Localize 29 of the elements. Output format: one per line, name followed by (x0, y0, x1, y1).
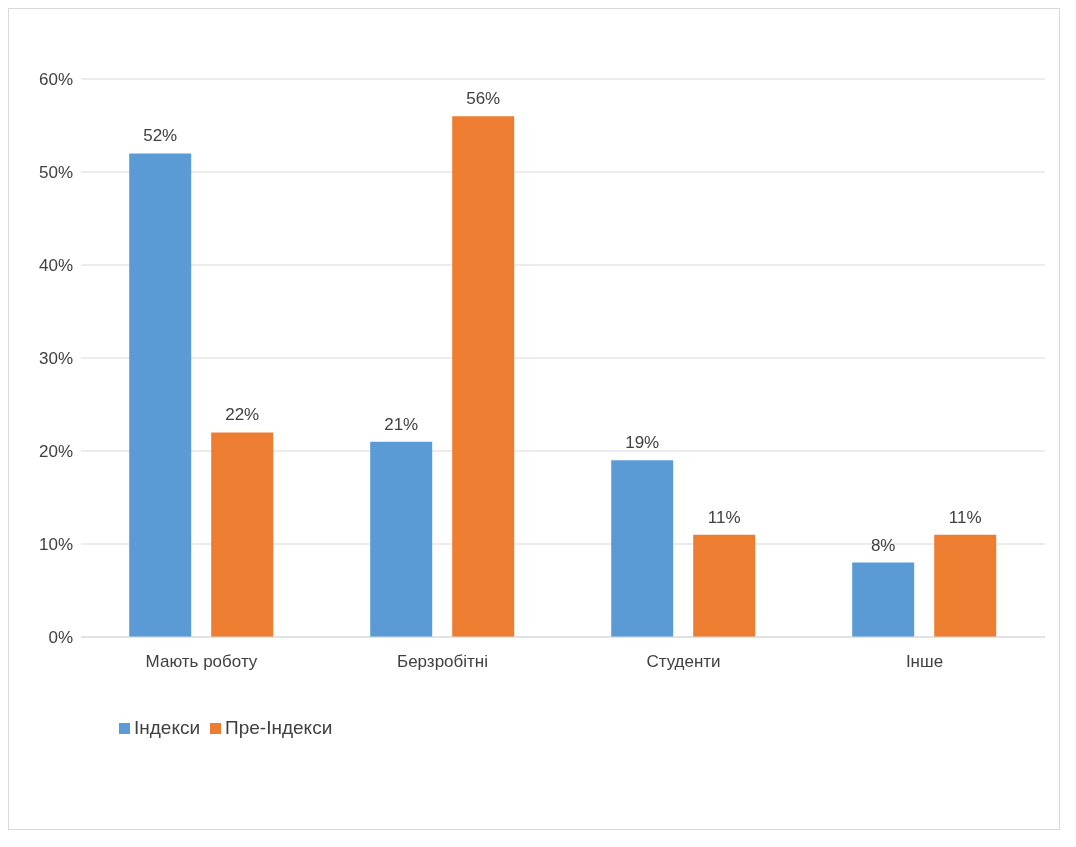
data-label: 21% (384, 414, 419, 434)
bar (934, 534, 997, 637)
data-label: 22% (225, 405, 260, 425)
x-tick-label: Інше (905, 652, 944, 672)
bar (129, 153, 192, 637)
y-tick-label: 10% (38, 535, 73, 555)
legend-label: Індекси (134, 717, 201, 738)
x-tick-label: Берзробітні (396, 652, 489, 672)
bar (211, 432, 274, 637)
y-tick-label: 30% (38, 349, 73, 369)
bar (693, 534, 756, 637)
data-label: 52% (143, 126, 178, 146)
data-label: 56% (466, 89, 501, 109)
y-tick-label: 20% (38, 442, 73, 462)
y-tick-label: 0% (48, 628, 73, 648)
y-tick-label: 40% (38, 256, 73, 276)
x-tick-label: Студенти (646, 652, 721, 672)
x-tick-label: Мають роботу (145, 652, 258, 672)
data-label: 8% (870, 535, 896, 555)
data-label: 11% (707, 507, 741, 527)
legend-label: Пре-Індекси (225, 717, 333, 738)
bar (611, 460, 674, 637)
data-label: 11% (948, 507, 982, 527)
data-label: 19% (625, 433, 660, 453)
bar (370, 441, 433, 637)
bar (452, 116, 515, 637)
bar (852, 562, 915, 637)
y-tick-label: 50% (38, 163, 73, 183)
y-tick-label: 60% (38, 70, 73, 90)
